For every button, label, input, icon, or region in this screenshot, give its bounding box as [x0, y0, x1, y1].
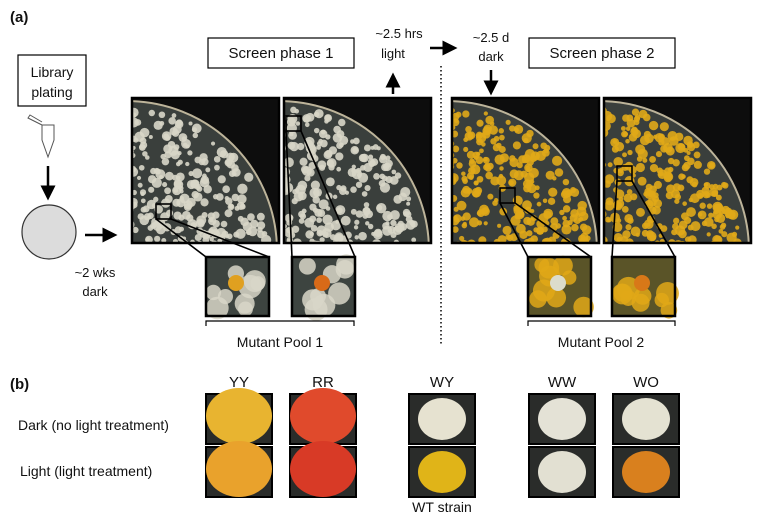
zoom-region-box	[155, 203, 172, 220]
plate-phase1-a	[132, 98, 279, 243]
strain-label: WW	[548, 374, 577, 391]
zoom-region-box	[616, 165, 633, 182]
zoom-region-box	[499, 187, 516, 204]
pool-1-bracket	[205, 320, 355, 326]
light-step-line1: ~2.5 hrs	[375, 26, 423, 41]
strain-label: WO	[633, 374, 659, 391]
screen-phase-2-box: Screen phase 2	[528, 37, 676, 69]
pool-2-bracket	[527, 320, 676, 326]
plate-phase2-a-inset	[526, 255, 594, 318]
tube-icon	[27, 114, 55, 159]
light-step-line2: light	[381, 46, 405, 61]
row-label-dark: Dark (no light treatment)	[18, 417, 169, 433]
petri-dish-icon	[21, 204, 77, 260]
strain-label: RR	[312, 374, 334, 391]
incubation-1-line2: dark	[82, 284, 108, 299]
strain-label: YY	[229, 374, 249, 391]
dark-step-line2: dark	[478, 49, 504, 64]
strain-label: WY	[430, 374, 454, 391]
zoom-region-box	[285, 115, 302, 132]
plate-phase2-b-inset	[610, 255, 679, 319]
screen-phase-2-label: Screen phase 2	[549, 45, 654, 62]
plate-phase1-a-inset	[204, 255, 271, 320]
strain-yy: YY	[205, 374, 273, 498]
library-plating-line2: plating	[31, 84, 72, 100]
plate-phase1-b-inset	[290, 254, 357, 321]
dark-step-line1: ~2.5 d	[473, 30, 510, 45]
panel-a-label: (a)	[10, 9, 28, 26]
strain-wo: WO	[612, 374, 680, 498]
library-plating-line1: Library	[31, 64, 74, 80]
screen-phase-1-box: Screen phase 1	[207, 37, 355, 69]
panel-b-label: (b)	[10, 376, 29, 393]
strain-wy: WY WT strain	[408, 374, 476, 515]
pool-2-label: Mutant Pool 2	[558, 334, 645, 350]
library-plating-box: Library plating	[17, 54, 87, 107]
row-label-light: Light (light treatment)	[20, 463, 152, 479]
pool-1-label: Mutant Pool 1	[237, 334, 324, 350]
incubation-1-line1: ~2 wks	[75, 265, 116, 280]
wt-strain-label: WT strain	[412, 499, 472, 515]
strain-rr: RR	[289, 374, 357, 498]
screen-phase-1-label: Screen phase 1	[228, 45, 333, 62]
plate-phase1-b	[284, 98, 431, 243]
strain-ww: WW	[528, 374, 596, 498]
